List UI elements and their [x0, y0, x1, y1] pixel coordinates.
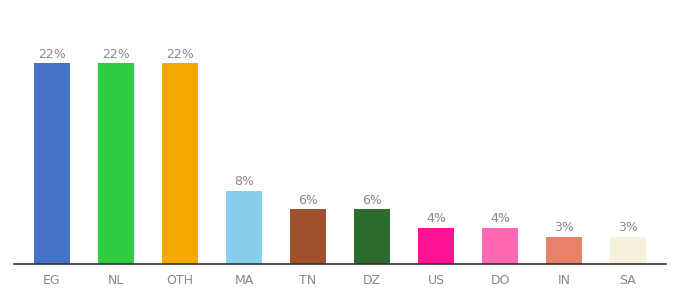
Text: 22%: 22%: [166, 48, 194, 61]
Text: 4%: 4%: [490, 212, 510, 225]
Text: 22%: 22%: [38, 48, 66, 61]
Bar: [418, 227, 454, 264]
Bar: [354, 209, 390, 264]
Bar: [547, 237, 581, 264]
Bar: [35, 63, 69, 264]
Bar: [163, 63, 198, 264]
Text: 8%: 8%: [234, 175, 254, 188]
Text: 6%: 6%: [362, 194, 382, 206]
Bar: [290, 209, 326, 264]
Text: 4%: 4%: [426, 212, 446, 225]
Bar: [226, 191, 262, 264]
Bar: [482, 227, 517, 264]
Text: 3%: 3%: [618, 221, 638, 234]
Bar: [611, 237, 645, 264]
Text: 3%: 3%: [554, 221, 574, 234]
Text: 6%: 6%: [298, 194, 318, 206]
Text: 22%: 22%: [102, 48, 130, 61]
Bar: [99, 63, 133, 264]
